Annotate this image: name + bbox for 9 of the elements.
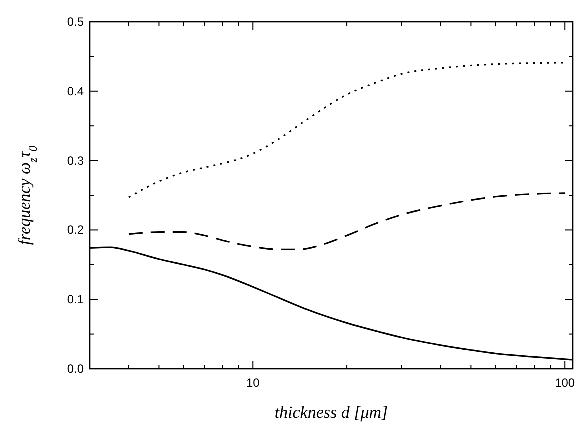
y-tick-label: 0.3 bbox=[67, 154, 84, 168]
y-tick-label: 0.1 bbox=[67, 292, 84, 307]
y-tick-label: 0.2 bbox=[67, 223, 84, 238]
x-tick-label: 10 bbox=[246, 376, 260, 390]
y-tick-label: 0.5 bbox=[67, 15, 84, 29]
y-tick-label: 0.0 bbox=[67, 362, 84, 376]
x-axis-title: thickness d [μm] bbox=[274, 403, 388, 422]
x-tick-label: 100 bbox=[555, 376, 576, 390]
y-tick-label: 0.4 bbox=[67, 84, 84, 98]
